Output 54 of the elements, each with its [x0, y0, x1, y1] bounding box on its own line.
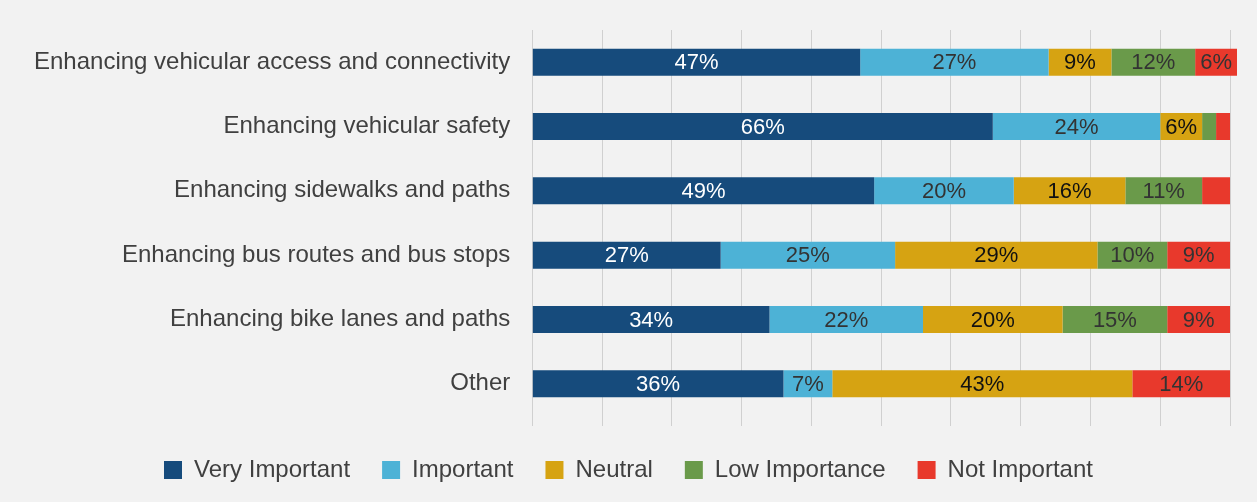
bar: [532, 370, 784, 398]
y-tick-label: Other: [450, 368, 511, 396]
bar: [769, 305, 924, 334]
bar: [860, 48, 1049, 76]
y-tick-label: Enhancing vehicular access and connectivity: [33, 46, 511, 74]
data-label: 11%: [1142, 177, 1185, 203]
data-label: 6%: [1165, 113, 1198, 139]
data-label: 20%: [921, 177, 966, 203]
bar: [532, 241, 721, 269]
data-label: 15%: [1092, 306, 1137, 332]
data-label: 49%: [681, 177, 726, 203]
legend-label: Important: [412, 454, 514, 482]
data-label: 27%: [932, 49, 977, 75]
legend-label: Not Important: [947, 454, 1094, 482]
bar: [532, 48, 861, 76]
data-label: 14%: [1159, 370, 1204, 396]
data-label: 27%: [604, 242, 649, 268]
data-label: 12%: [1131, 49, 1176, 75]
data-label: 24%: [1054, 113, 1099, 139]
bar: [1216, 112, 1231, 141]
bar: [532, 177, 875, 205]
data-label: 47%: [674, 49, 719, 75]
legend-label: Neutral: [575, 454, 653, 482]
data-label: 22%: [824, 306, 869, 332]
bar: [720, 241, 896, 269]
legend-label: Low Importance: [714, 454, 886, 482]
data-label: 29%: [974, 242, 1019, 268]
bar: [992, 112, 1161, 141]
bar: [532, 112, 993, 141]
bar: [923, 305, 1063, 334]
data-label: 34%: [629, 306, 674, 332]
data-label: 66%: [740, 113, 785, 139]
data-label: 9%: [1182, 242, 1215, 268]
legend-label: Very Important: [194, 454, 351, 482]
bar: [1202, 112, 1217, 141]
bar: [874, 177, 1014, 205]
y-tick-label: Enhancing sidewalks and paths: [174, 175, 511, 203]
bar: [832, 370, 1133, 398]
data-label: 9%: [1182, 306, 1215, 332]
data-label: 9%: [1064, 49, 1096, 75]
bar: [1202, 177, 1231, 205]
data-label: 6%: [1200, 49, 1232, 75]
data-label: 16%: [1047, 177, 1092, 203]
data-label: 36%: [636, 370, 681, 396]
bar: [532, 305, 770, 334]
y-tick-label: Enhancing bus routes and bus stops: [122, 239, 511, 267]
y-tick-label: Enhancing vehicular safety: [223, 111, 511, 139]
data-label: 25%: [785, 242, 830, 268]
bar: [895, 241, 1098, 269]
data-label: 43%: [960, 370, 1005, 396]
data-label: 10%: [1110, 242, 1155, 268]
data-label: 20%: [970, 306, 1015, 332]
y-tick-label: Enhancing bike lanes and paths: [170, 304, 511, 332]
data-label: 7%: [791, 370, 824, 396]
